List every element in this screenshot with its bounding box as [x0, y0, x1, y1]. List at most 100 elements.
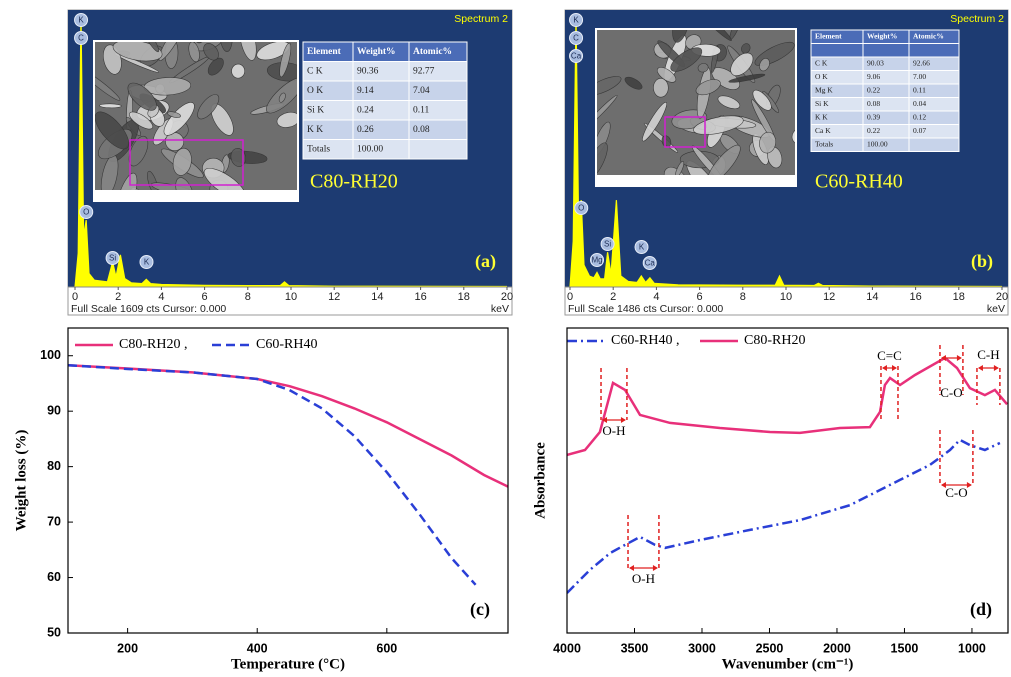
table-header: Element [815, 31, 842, 40]
table-text: 0.24 [357, 105, 374, 115]
x-tick-label: 2 [610, 291, 616, 303]
peak-label: K [78, 16, 84, 25]
x-tick-label: 2500 [756, 641, 784, 655]
y-tick-label: 100 [40, 348, 61, 362]
peak-label: Si [604, 240, 611, 249]
x-tick-label: 1500 [891, 641, 919, 655]
sem-flake [99, 104, 121, 108]
table-text: O K [815, 72, 828, 81]
peak-label: O [578, 204, 584, 213]
sem-flake [231, 64, 245, 78]
table-text: 0.08 [413, 125, 430, 135]
x-tick-label: 4000 [553, 641, 581, 655]
peak-label: C [78, 34, 84, 43]
x-tick-label: 2000 [823, 641, 851, 655]
table-text: Si K [815, 99, 829, 108]
table-text: Mg K [815, 85, 833, 94]
table-cell [863, 44, 909, 58]
x-tick-label: 12 [823, 291, 835, 303]
footer: Full Scale 1486 cts Cursor: 0.000 [568, 303, 723, 315]
table-text: 9.14 [357, 86, 374, 96]
table-text: Si K [307, 105, 324, 115]
y-tick-label: 50 [47, 625, 61, 639]
table-text: O K [307, 86, 323, 96]
peak-label: K [144, 258, 150, 267]
x-tick-label: 18 [953, 291, 965, 303]
table-text: 92.66 [913, 58, 930, 67]
x-tick-label: 4 [653, 291, 659, 303]
table-cell [909, 138, 959, 152]
y-tick-label: 70 [47, 514, 61, 528]
peak-label: Si [109, 254, 116, 263]
table-text: 9.06 [867, 72, 880, 81]
x-axis-title: Temperature (°C) [231, 656, 345, 672]
y-axis-title: Absorbance [532, 442, 548, 519]
x-tick-label: 0 [567, 291, 573, 303]
table-text: 0.26 [357, 125, 374, 135]
x-tick-label: 12 [328, 291, 340, 303]
table-text: 0.07 [913, 126, 926, 135]
legend-label: C80-RH20 [744, 333, 805, 348]
series-line [68, 365, 508, 486]
table-text: K K [815, 112, 828, 121]
x-axis-unit: keV [491, 303, 509, 315]
y-tick-label: 80 [47, 459, 61, 473]
table-text: Totals [815, 139, 833, 148]
peak-label: K [573, 16, 579, 25]
x-tick-label: 3000 [688, 641, 716, 655]
x-tick-label: 4 [158, 291, 164, 303]
series-line [68, 365, 476, 585]
table-text: 0.08 [867, 99, 880, 108]
table-text: 100.00 [867, 139, 888, 148]
table-text: K K [307, 125, 323, 135]
series-line [567, 358, 1007, 455]
sem-flake [653, 78, 668, 97]
y-axis-title: Weight loss (%) [13, 430, 29, 532]
x-tick-label: 8 [740, 291, 746, 303]
table-header: Weight% [867, 31, 897, 40]
panel-tag: (b) [971, 251, 993, 272]
x-tick-label: 20 [501, 291, 513, 303]
annotation-label: C-H [977, 347, 999, 362]
x-tick-label: 20 [996, 291, 1008, 303]
table-text: 7.00 [913, 72, 926, 81]
table-cell [909, 44, 959, 58]
table-text: C K [815, 58, 828, 67]
peak-label: Mg [591, 256, 602, 265]
table-text: 100.00 [357, 144, 383, 154]
spectrum-title: Spectrum 2 [454, 13, 508, 25]
annotation-label: O-H [632, 571, 655, 586]
table-text: 0.11 [413, 105, 430, 115]
footer: Full Scale 1609 cts Cursor: 0.000 [71, 303, 226, 315]
x-tick-label: 10 [285, 291, 297, 303]
annotation-label: C-O [945, 485, 967, 500]
table-text: 92.77 [413, 66, 435, 76]
legend-label: C60-RH40 [256, 337, 317, 352]
panel-tag: (a) [475, 251, 496, 272]
peak-label: C [573, 34, 579, 43]
table-text: 90.36 [357, 66, 379, 76]
y-tick-label: 90 [47, 403, 61, 417]
y-tick-label: 60 [47, 570, 61, 584]
table-header: Atomic% [413, 47, 452, 57]
annotation-label: C-O [940, 385, 962, 400]
plot-frame [567, 328, 1008, 633]
table-text: 90.03 [867, 58, 884, 67]
panel-tag: (c) [470, 599, 490, 620]
x-tick-label: 14 [371, 291, 383, 303]
x-tick-label: 18 [458, 291, 470, 303]
panel-tag: (d) [970, 599, 992, 620]
peak-label: K [639, 243, 645, 252]
table-cell [811, 44, 863, 58]
x-tick-label: 200 [117, 641, 138, 655]
table-text: 7.04 [413, 86, 430, 96]
x-tick-label: 16 [414, 291, 426, 303]
x-tick-label: 8 [245, 291, 251, 303]
table-header: Atomic% [913, 31, 944, 40]
peak-label: Ca [645, 259, 656, 268]
annotation-label: C=C [877, 348, 902, 363]
x-tick-label: 1000 [958, 641, 986, 655]
x-axis-unit: keV [987, 303, 1005, 315]
table-text: 0.22 [867, 126, 880, 135]
table-header: Weight% [357, 47, 396, 57]
